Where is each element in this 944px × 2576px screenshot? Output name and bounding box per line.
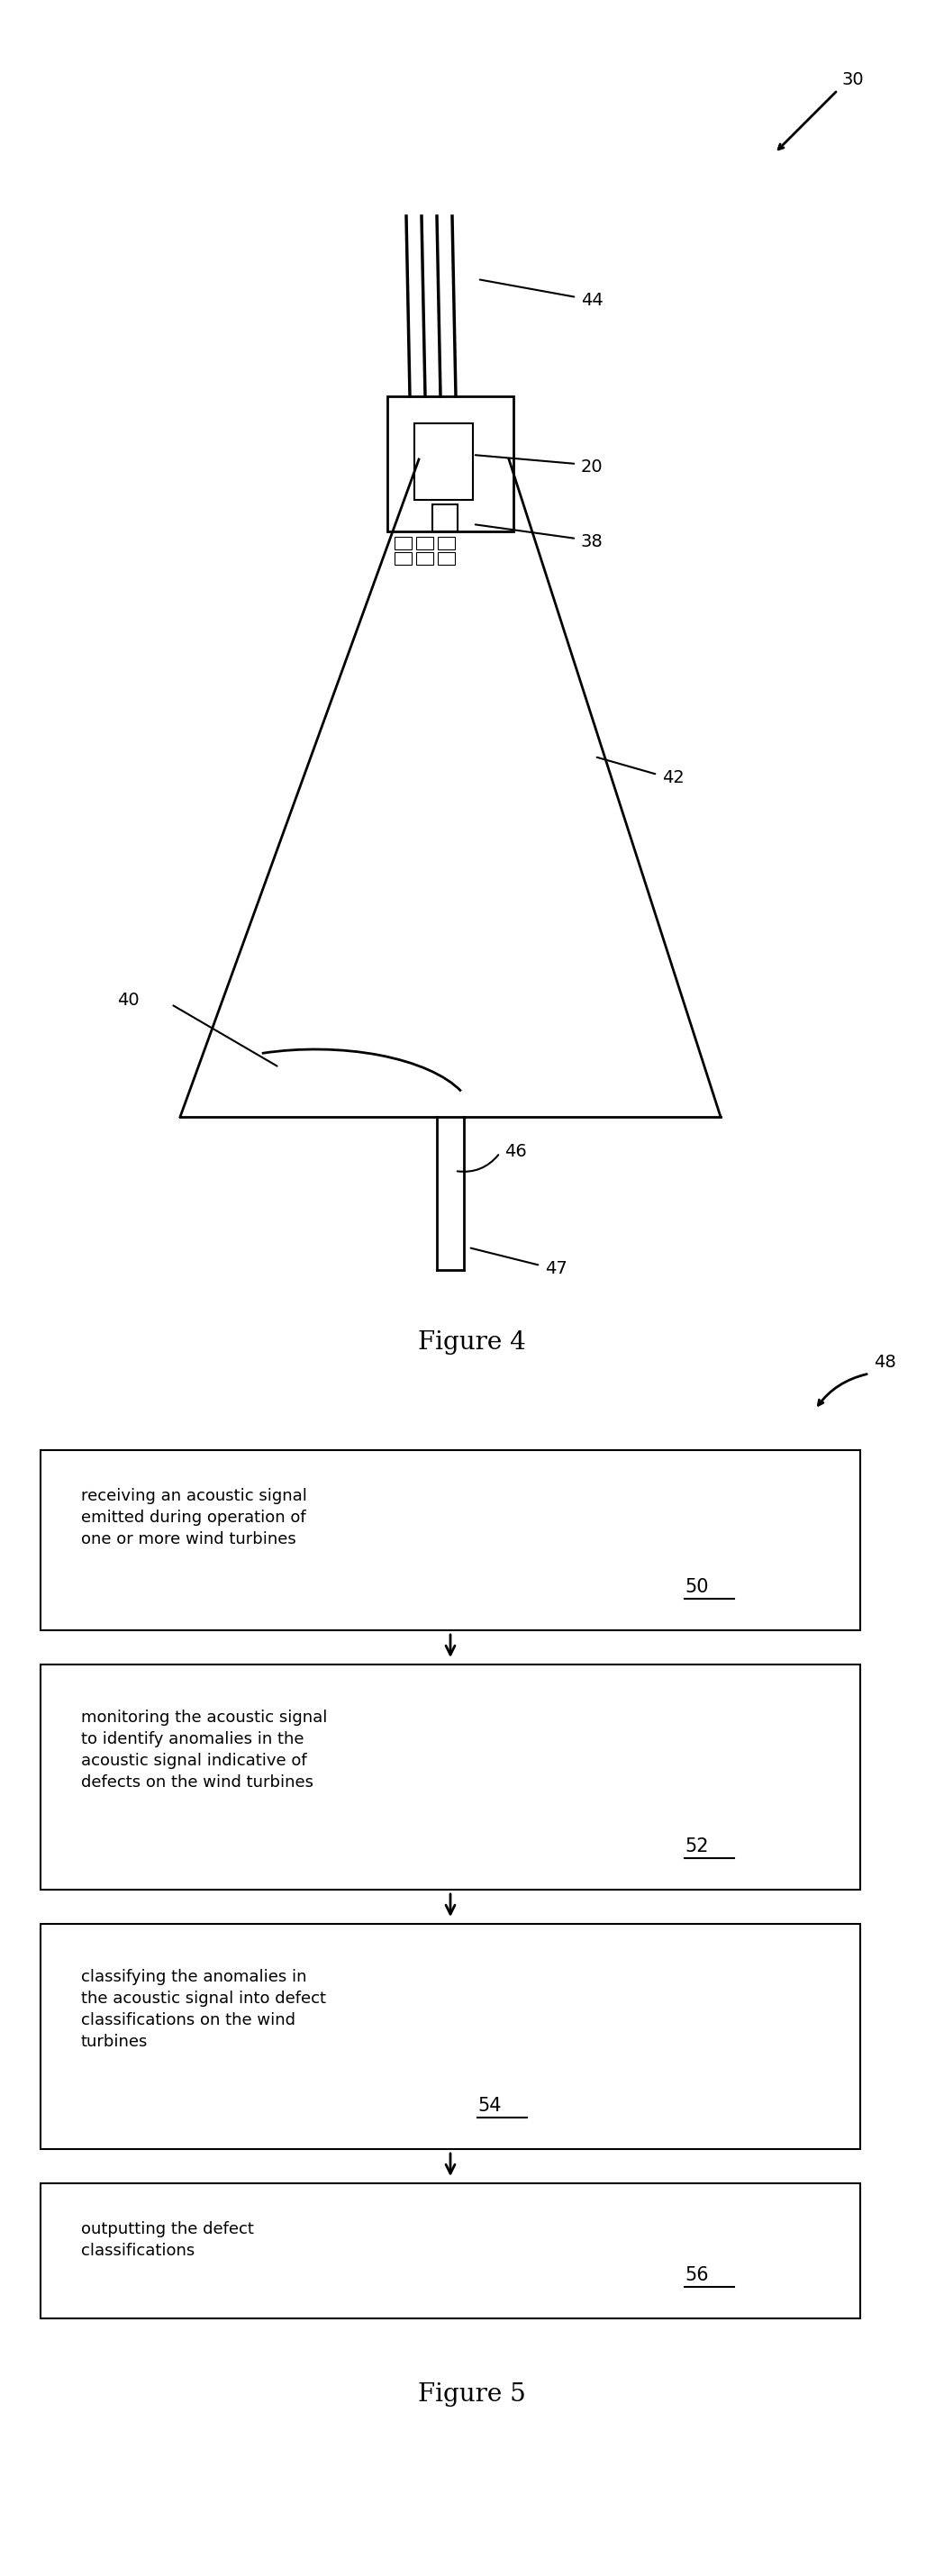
Text: 42: 42: [662, 768, 684, 786]
Text: 52: 52: [684, 1837, 708, 1855]
Text: 40: 40: [117, 992, 140, 1007]
Text: 44: 44: [581, 291, 603, 309]
Text: classifying the anomalies in
the acoustic signal into defect
classifications on : classifying the anomalies in the acousti…: [81, 1968, 326, 2050]
Text: receiving an acoustic signal
emitted during operation of
one or more wind turbin: receiving an acoustic signal emitted dur…: [81, 1489, 307, 1548]
FancyBboxPatch shape: [41, 2184, 860, 2318]
Text: 46: 46: [504, 1144, 527, 1159]
Text: 54: 54: [478, 2097, 501, 2115]
FancyBboxPatch shape: [41, 1450, 860, 1631]
Text: monitoring the acoustic signal
to identify anomalies in the
acoustic signal indi: monitoring the acoustic signal to identi…: [81, 1708, 328, 1790]
FancyBboxPatch shape: [387, 397, 514, 531]
Text: 47: 47: [545, 1260, 567, 1278]
Text: 50: 50: [684, 1579, 708, 1597]
FancyBboxPatch shape: [41, 1924, 860, 2148]
Text: 30: 30: [842, 72, 865, 88]
Text: 20: 20: [581, 459, 603, 474]
Text: outputting the defect
classifications: outputting the defect classifications: [81, 2221, 254, 2259]
Text: 38: 38: [581, 533, 603, 549]
FancyBboxPatch shape: [432, 505, 458, 531]
Text: Figure 4: Figure 4: [418, 1329, 526, 1355]
FancyBboxPatch shape: [41, 1664, 860, 1891]
Text: 56: 56: [684, 2267, 709, 2285]
FancyBboxPatch shape: [414, 422, 473, 500]
Text: 48: 48: [874, 1355, 896, 1370]
Text: Figure 5: Figure 5: [418, 2383, 526, 2406]
